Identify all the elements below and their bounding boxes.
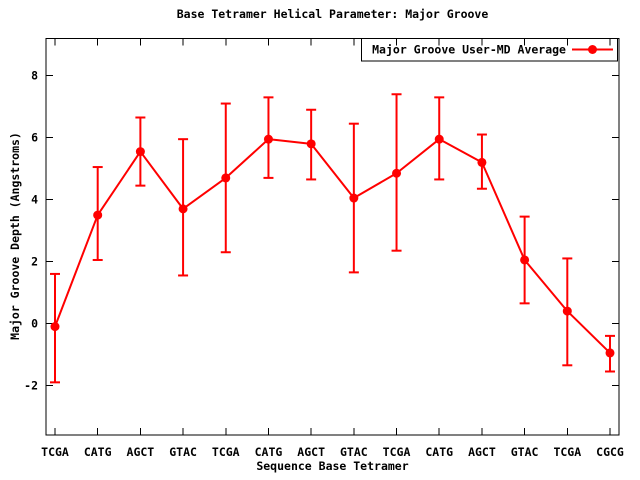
x-tick-label: TCGA: [212, 445, 240, 459]
data-point: [50, 322, 60, 332]
x-tick-label: TCGA: [41, 445, 69, 459]
x-tick-label: CGCG: [596, 445, 624, 459]
y-tick-label: 6: [31, 131, 38, 145]
series-line: [54, 138, 611, 354]
legend-label: Major Groove User-MD Average: [372, 43, 566, 57]
data-series: [50, 93, 615, 384]
y-tick-label: -2: [24, 378, 38, 392]
x-tick-label: CATG: [425, 445, 453, 459]
legend-box: [361, 38, 618, 62]
data-point: [434, 134, 444, 144]
data-point: [135, 147, 145, 157]
y-tick-label: 2: [31, 255, 38, 269]
data-point: [306, 139, 316, 149]
x-tick-label: AGCT: [297, 445, 325, 459]
legend-marker-icon: [572, 45, 613, 54]
x-tick-label: CATG: [255, 445, 283, 459]
axis-ticks: TCGA CATG AGCT GTAC TCGA CATG AGCT GTAC TCGA CATG…: [24, 38, 624, 459]
data-point: [93, 210, 103, 220]
y-tick-label: 0: [31, 316, 38, 330]
x-tick-label: GTAC: [169, 445, 197, 459]
x-tick-label: AGCT: [127, 445, 155, 459]
data-point: [520, 255, 530, 265]
data-point: [605, 348, 615, 358]
data-point: [477, 157, 487, 167]
data-point: [263, 134, 273, 144]
data-point: [178, 204, 188, 214]
plot-border: [45, 38, 620, 436]
data-point: [349, 193, 359, 203]
data-point: [221, 173, 231, 183]
data-point: [562, 306, 572, 316]
data-point: [392, 168, 402, 178]
x-tick-label: GTAC: [340, 445, 368, 459]
x-tick-label: AGCT: [468, 445, 496, 459]
chart-title: Base Tetramer Helical Parameter: Major G…: [176, 7, 489, 21]
y-tick-label: 4: [31, 193, 38, 207]
x-axis-label: Sequence Base Tetramer: [256, 459, 409, 473]
x-tick-label: TCGA: [553, 445, 581, 459]
legend: Major Groove User-MD Average: [361, 38, 618, 62]
y-tick-label: 8: [31, 69, 38, 83]
x-tick-label: CATG: [84, 445, 112, 459]
x-tick-label: GTAC: [511, 445, 539, 459]
x-tick-label: TCGA: [383, 445, 411, 459]
